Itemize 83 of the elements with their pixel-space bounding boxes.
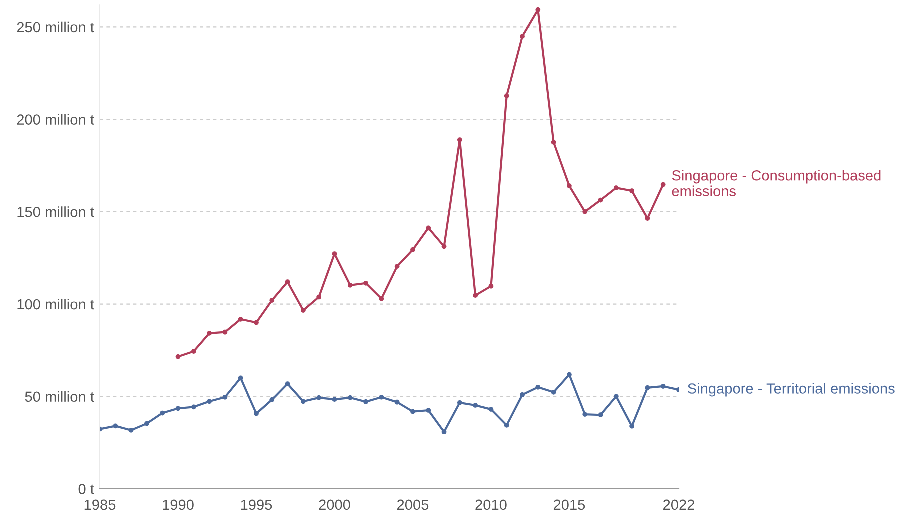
- y-tick-label: 150 million t: [18, 206, 94, 218]
- point: [660, 182, 666, 188]
- point: [473, 403, 478, 408]
- x-tick-label: 2022: [664, 500, 694, 510]
- point: [270, 298, 275, 304]
- point: [520, 392, 525, 398]
- point: [191, 404, 196, 410]
- point: [488, 284, 494, 289]
- point: [301, 399, 306, 404]
- point: [394, 264, 400, 270]
- point: [536, 8, 541, 12]
- point: [520, 34, 525, 40]
- x-tick-label: 2005: [397, 500, 429, 510]
- point: [222, 330, 228, 335]
- point: [426, 408, 432, 413]
- point: [316, 395, 322, 400]
- point: [536, 384, 541, 390]
- point: [645, 216, 650, 221]
- series-label: Singapore - Territorial emissions: [688, 383, 895, 397]
- y-tick-label: 200 million t: [17, 114, 94, 125]
- point: [285, 280, 290, 285]
- point: [285, 382, 290, 387]
- point: [598, 412, 604, 418]
- point: [551, 390, 556, 395]
- point: [630, 188, 634, 194]
- point: [222, 394, 228, 400]
- point: [457, 138, 462, 142]
- point: [660, 384, 666, 389]
- point: [582, 412, 588, 417]
- point: [614, 394, 619, 400]
- x-tick-label: 2000: [319, 500, 350, 510]
- point: [410, 248, 416, 252]
- point: [348, 282, 353, 288]
- x-tick-label: 2015: [554, 500, 586, 510]
- point: [348, 395, 353, 400]
- point: [332, 397, 338, 402]
- point: [270, 398, 275, 402]
- point: [410, 409, 416, 414]
- point: [176, 406, 181, 412]
- point: [301, 308, 306, 313]
- y-tick-label: 250 million t: [17, 22, 94, 33]
- point: [504, 94, 510, 99]
- point: [128, 428, 134, 433]
- point: [364, 400, 368, 404]
- point: [582, 209, 588, 214]
- point: [113, 424, 118, 429]
- point: [332, 252, 338, 256]
- point: [207, 399, 212, 404]
- point: [567, 372, 572, 378]
- point: [598, 198, 604, 203]
- point: [473, 293, 478, 298]
- point: [364, 280, 368, 286]
- point: [645, 386, 650, 390]
- y-tick-label: 100 million t: [18, 298, 94, 310]
- point: [426, 226, 432, 231]
- point: [238, 316, 244, 322]
- point: [551, 140, 556, 145]
- point: [316, 294, 322, 300]
- x-tick-label: 2010: [476, 500, 507, 510]
- point: [254, 320, 259, 326]
- point: [379, 394, 384, 400]
- point: [457, 400, 462, 406]
- x-tick-label: 1985: [84, 500, 116, 510]
- point: [614, 186, 619, 190]
- x-tick-label: 1995: [241, 500, 272, 510]
- point: [207, 331, 212, 336]
- y-tick-label: 0 t: [78, 484, 94, 494]
- point: [238, 376, 244, 381]
- point: [379, 296, 384, 302]
- point: [394, 400, 400, 405]
- point: [160, 410, 166, 416]
- point: [176, 354, 181, 360]
- point: [567, 184, 572, 188]
- point: [442, 244, 447, 250]
- y-tick-label: 50 million t: [25, 391, 94, 402]
- point: [442, 430, 447, 435]
- point: [504, 423, 510, 428]
- point: [254, 411, 259, 416]
- point: [144, 421, 150, 426]
- point: [191, 349, 196, 354]
- series-label: Singapore - Consumption-based emissions: [672, 170, 881, 197]
- x-tick-label: 1990: [163, 500, 194, 510]
- point: [488, 407, 494, 412]
